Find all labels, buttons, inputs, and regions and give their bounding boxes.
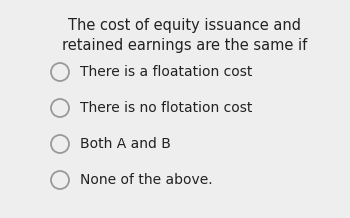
Text: There is a floatation cost: There is a floatation cost (80, 65, 252, 79)
Text: retained earnings are the same if: retained earnings are the same if (62, 38, 308, 53)
Text: Both A and B: Both A and B (80, 137, 171, 151)
Text: None of the above.: None of the above. (80, 173, 213, 187)
Text: The cost of equity issuance and: The cost of equity issuance and (69, 18, 301, 33)
Text: There is no flotation cost: There is no flotation cost (80, 101, 252, 115)
